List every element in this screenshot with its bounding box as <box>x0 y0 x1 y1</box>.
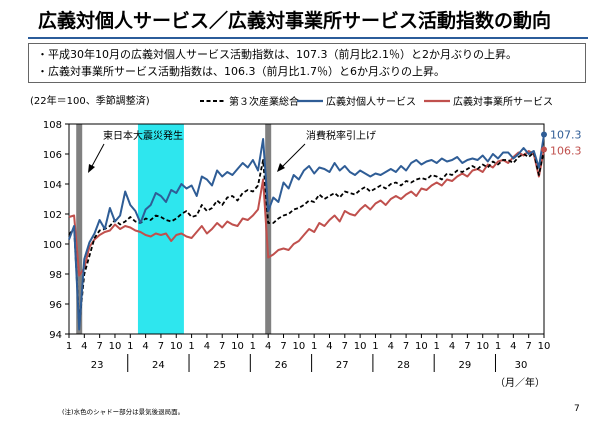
x-tick-label: 1 <box>311 341 317 352</box>
footnote: (注)水色のシャドー部分は景気後退局面。 <box>62 408 185 416</box>
x-tick-label: 4 <box>510 341 516 352</box>
event-bar-1 <box>265 124 272 334</box>
summary-box: ・平成30年10月の広義対個人サービス活動指数は、107.3（前月比2.1％）と… <box>28 43 586 83</box>
x-tick-label: 10 <box>415 341 428 352</box>
x-tick-label: 10 <box>292 341 305 352</box>
x-tick-label: 4 <box>388 341 394 352</box>
year-label: 30 <box>515 360 528 371</box>
x-tick-label: 4 <box>449 341 455 352</box>
summary-line-personal: ・平成30年10月の広義対個人サービス活動指数は、107.3（前月比2.1％）と… <box>37 48 517 61</box>
year-label: 28 <box>397 360 410 371</box>
x-tick-label: 10 <box>476 341 489 352</box>
annotation-arrowhead-earthquake <box>88 164 95 173</box>
x-tick-label: 4 <box>142 341 148 352</box>
y-tick-label: 106 <box>43 150 62 161</box>
unit-label: (22年＝100、季節調整済) <box>30 94 150 107</box>
x-tick-label: 1 <box>434 341 440 352</box>
x-tick-label: 10 <box>170 341 183 352</box>
annotation-earthquake: 東日本大震災発生 <box>103 129 183 142</box>
x-tick-label: 4 <box>265 341 271 352</box>
legend-label-personal: 広義対個人サービス <box>326 95 416 108</box>
x-tick-label: 10 <box>231 341 244 352</box>
annotation-arrowhead-tax <box>277 163 285 172</box>
event-bar-0 <box>76 124 83 334</box>
year-label: 29 <box>458 360 471 371</box>
x-tick-label: 7 <box>525 341 531 352</box>
annotation-arrow-tax <box>280 143 306 169</box>
annotation-arrow-earthquake <box>90 143 105 169</box>
year-label: 26 <box>275 360 288 371</box>
y-tick-label: 96 <box>49 300 62 311</box>
y-tick-label: 100 <box>43 240 62 251</box>
page-title: 広義対個人サービス／広義対事業所サービス活動指数の動向 <box>38 10 552 32</box>
x-axis-unit: （月／年） <box>495 376 545 389</box>
series-line-personal <box>68 134 545 331</box>
x-tick-label: 1 <box>188 341 194 352</box>
x-tick-label: 7 <box>96 341 102 352</box>
x-tick-label: 4 <box>204 341 210 352</box>
end-label-business: 106.3 <box>550 145 582 158</box>
x-tick-label: 1 <box>495 341 501 352</box>
annotation-tax: 消費税率引上げ <box>306 129 376 142</box>
legend: 第３次産業総合 広義対個人サービス 広義対事業所サービス <box>200 95 553 108</box>
y-tick-label: 98 <box>49 270 62 281</box>
plot-frame <box>68 123 545 335</box>
series-line-business <box>68 149 545 277</box>
end-marker-personal <box>541 131 547 138</box>
x-tick-label: 10 <box>109 341 122 352</box>
end-label-personal: 107.3 <box>550 129 582 142</box>
y-tick-label: 102 <box>43 210 62 221</box>
year-label: 23 <box>91 360 104 371</box>
x-tick-label: 10 <box>538 341 551 352</box>
year-label: 24 <box>152 360 165 371</box>
x-tick-label: 4 <box>326 341 332 352</box>
year-label: 27 <box>336 360 349 371</box>
x-tick-label: 7 <box>219 341 225 352</box>
title-underline <box>28 37 588 39</box>
recession-shade <box>137 124 184 334</box>
x-tick-label: 7 <box>280 341 286 352</box>
summary-line-business: ・広義対事業所サービス活動指数は、106.3（前月比1.7％）と6か月ぶりの上昇… <box>37 65 445 78</box>
series-line-tertiary <box>68 149 545 326</box>
x-tick-label: 7 <box>158 341 164 352</box>
y-tick-label: 104 <box>43 180 62 191</box>
x-tick-label: 1 <box>66 341 72 352</box>
end-marker-business <box>541 146 547 153</box>
x-tick-label: 7 <box>464 341 470 352</box>
page-number: 7 <box>574 404 580 414</box>
x-tick-label: 7 <box>342 341 348 352</box>
x-tick-label: 7 <box>403 341 409 352</box>
x-tick-label: 1 <box>127 341 133 352</box>
legend-label-tertiary: 第３次産業総合 <box>229 95 299 108</box>
y-tick-label: 108 <box>43 120 62 131</box>
x-tick-label: 4 <box>81 341 87 352</box>
y-tick-label: 94 <box>49 330 62 341</box>
x-tick-label: 10 <box>354 341 367 352</box>
year-label: 25 <box>213 360 226 371</box>
legend-label-business: 広義対事業所サービス <box>453 95 553 108</box>
x-tick-label: 1 <box>250 341 256 352</box>
x-tick-label: 1 <box>372 341 378 352</box>
